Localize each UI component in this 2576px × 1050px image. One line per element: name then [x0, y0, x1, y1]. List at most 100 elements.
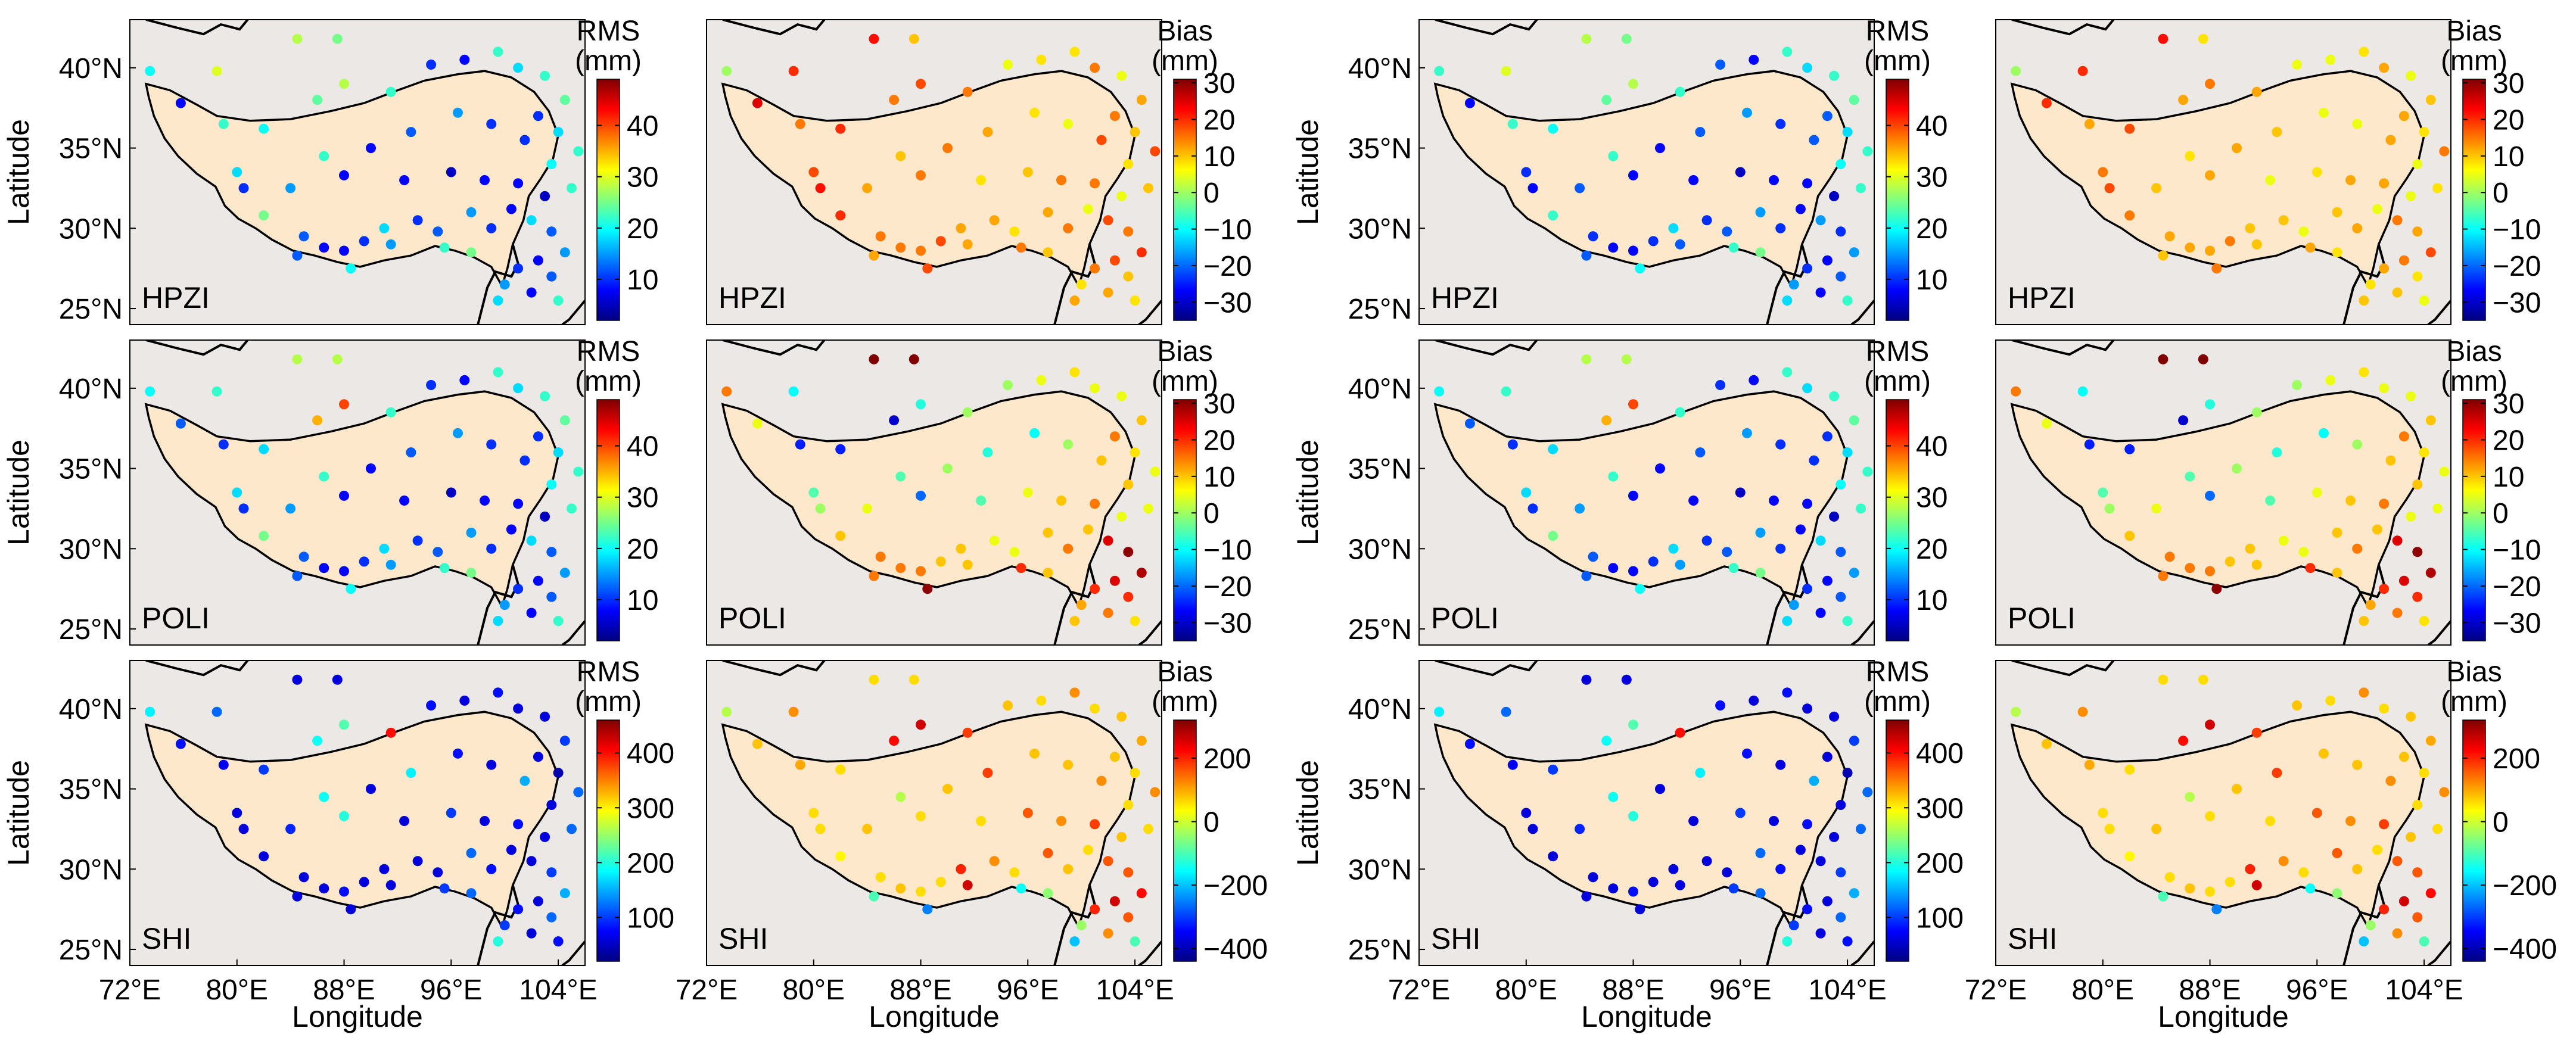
- station-marker: [259, 123, 269, 134]
- station-marker: [1123, 912, 1134, 923]
- station-marker: [2158, 891, 2169, 902]
- station-marker: [513, 584, 524, 594]
- station-marker: [1136, 568, 1147, 578]
- station-marker: [788, 386, 799, 397]
- station-marker: [459, 695, 470, 706]
- station-marker: [982, 447, 993, 458]
- station-marker: [1116, 70, 1127, 81]
- station-marker: [1109, 431, 1120, 442]
- station-marker: [835, 764, 846, 775]
- station-marker: [499, 279, 510, 290]
- colorbar-tick-label: −400: [2493, 934, 2557, 965]
- station-marker: [1695, 447, 1706, 458]
- station-marker: [835, 123, 846, 134]
- station-marker: [2211, 904, 2222, 915]
- y-tick-label: 35°N: [59, 133, 123, 165]
- station-marker: [1608, 563, 1619, 574]
- station-marker: [379, 223, 390, 233]
- station-marker: [2265, 175, 2276, 185]
- station-marker: [2412, 479, 2423, 490]
- station-marker: [1581, 571, 1592, 581]
- station-marker: [875, 231, 886, 242]
- station-marker: [895, 792, 906, 802]
- colorbar-tick-label: −20: [1203, 251, 1252, 282]
- station-marker: [2412, 547, 2423, 557]
- station-marker: [385, 407, 396, 417]
- colorbar-title: Bias: [1157, 656, 1212, 688]
- station-marker: [175, 739, 186, 749]
- station-marker: [2412, 271, 2423, 282]
- station-marker: [1003, 60, 1013, 70]
- station-marker: [332, 674, 343, 685]
- station-marker: [869, 891, 879, 902]
- station-marker: [1003, 380, 1013, 390]
- colorbar-unit: (mm): [1152, 366, 1218, 397]
- station-marker: [2432, 503, 2443, 514]
- colorbar-title: RMS: [1866, 15, 1930, 47]
- colorbar-tick-label: −10: [1203, 214, 1252, 246]
- station-marker: [1695, 768, 1706, 778]
- station-marker: [1130, 936, 1140, 947]
- station-marker: [2359, 616, 2369, 627]
- station-marker: [1822, 896, 1833, 906]
- station-marker: [1090, 498, 1100, 509]
- map-panel-1-2: POLI 25°N 30°N 35°N 40°N Latitude RMS(mm) 10 20 3…: [1291, 336, 1947, 646]
- station-marker: [2406, 511, 2416, 522]
- station-marker: [976, 816, 987, 826]
- station-marker: [1116, 831, 1127, 842]
- station-marker: [752, 739, 763, 749]
- station-marker: [1548, 851, 1558, 862]
- station-marker: [1675, 86, 1685, 97]
- station-marker: [1096, 775, 1107, 786]
- station-marker: [2158, 33, 2169, 44]
- station-marker: [1016, 242, 1026, 253]
- station-marker: [2178, 415, 2189, 426]
- station-marker: [2332, 568, 2342, 578]
- station-marker: [2298, 547, 2309, 557]
- station-marker: [2332, 207, 2342, 217]
- colorbar-tick-label: 10: [627, 264, 658, 296]
- station-marker: [1628, 245, 1638, 256]
- station-marker: [1695, 127, 1706, 138]
- station-marker: [2292, 380, 2303, 390]
- station-marker: [399, 816, 410, 826]
- station-marker: [1103, 856, 1113, 867]
- station-marker: [1856, 183, 1866, 194]
- station-marker: [895, 883, 906, 894]
- station-marker: [1788, 600, 1799, 610]
- plateau-outline: [721, 70, 1136, 289]
- station-marker: [1675, 880, 1685, 890]
- map-panel-2-1: SHI 72°E 80°E 88°E 96°E 104°E Longitude Bias(mm…: [676, 656, 1268, 1033]
- station-marker: [2251, 407, 2262, 417]
- station-marker: [976, 496, 987, 506]
- x-tick-label: 72°E: [676, 974, 738, 1006]
- station-marker: [1575, 503, 1585, 514]
- station-marker: [1123, 159, 1134, 169]
- station-marker: [426, 700, 437, 711]
- station-marker: [2151, 183, 2162, 194]
- station-marker: [493, 367, 503, 378]
- station-marker: [466, 527, 477, 538]
- station-marker: [2098, 808, 2108, 818]
- colorbar-unit: (mm): [1864, 366, 1931, 397]
- colorbar-tick-label: 200: [1203, 743, 1251, 775]
- station-marker: [935, 556, 946, 567]
- station-marker: [1082, 204, 1093, 214]
- y-tick-label: 25°N: [59, 294, 123, 325]
- station-marker: [2272, 127, 2282, 138]
- station-marker: [339, 245, 349, 256]
- station-marker: [1063, 439, 1074, 450]
- border-northwest: [145, 340, 249, 356]
- station-marker: [2359, 936, 2369, 947]
- station-marker: [385, 86, 396, 97]
- station-marker: [1628, 79, 1638, 89]
- colorbar-unit: (mm): [1152, 45, 1218, 77]
- station-marker: [982, 127, 993, 138]
- colorbar-tick-label: −30: [1203, 287, 1252, 319]
- station-marker: [2432, 824, 2443, 834]
- plateau-outline: [1433, 390, 1849, 609]
- station-marker: [526, 607, 537, 618]
- station-marker: [1601, 415, 1612, 426]
- station-marker: [339, 886, 349, 897]
- station-marker: [2278, 856, 2289, 867]
